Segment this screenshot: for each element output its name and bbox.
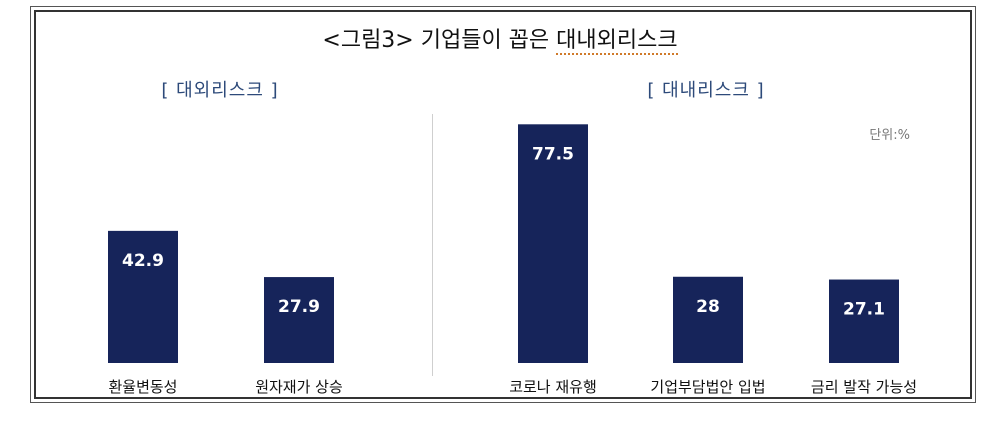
category-label: 금리 발작 가능성 (811, 378, 917, 396)
bar-value-label: 27.1 (843, 300, 885, 320)
category-label: 기업부담법안 입법 (650, 378, 765, 396)
bar-value-label: 77.5 (532, 144, 574, 164)
figure-title-highlight: 대내외리스크 (556, 28, 678, 55)
category-label: 원자재가 상승 (255, 378, 343, 396)
unit-label: 단위:% (869, 128, 910, 143)
figure-title: <그림3> 기업들이 꼽은 대내외리스크 (0, 22, 1000, 55)
category-label: 환율변동성 (108, 378, 177, 396)
panel-divider (432, 114, 433, 376)
section-title-external: [ 대외리스크 ] (161, 80, 279, 101)
bar-value-label: 28 (696, 297, 720, 317)
section-title-internal: [ 대내리스크 ] (647, 80, 765, 101)
bar-external-1 (264, 277, 334, 363)
bar-value-label: 42.9 (122, 251, 164, 271)
figure-frame-outer (30, 6, 976, 403)
figure-title-prefix: <그림3> 기업들이 꼽은 (322, 28, 557, 53)
bar-internal-1 (673, 276, 743, 363)
bar-internal-0 (518, 124, 588, 363)
bar-internal-2 (829, 279, 899, 363)
category-label: 코로나 재유행 (509, 378, 597, 396)
bar-value-label: 27.9 (278, 297, 320, 317)
figure-frame-inner (34, 10, 972, 399)
bar-external-0 (108, 230, 178, 363)
